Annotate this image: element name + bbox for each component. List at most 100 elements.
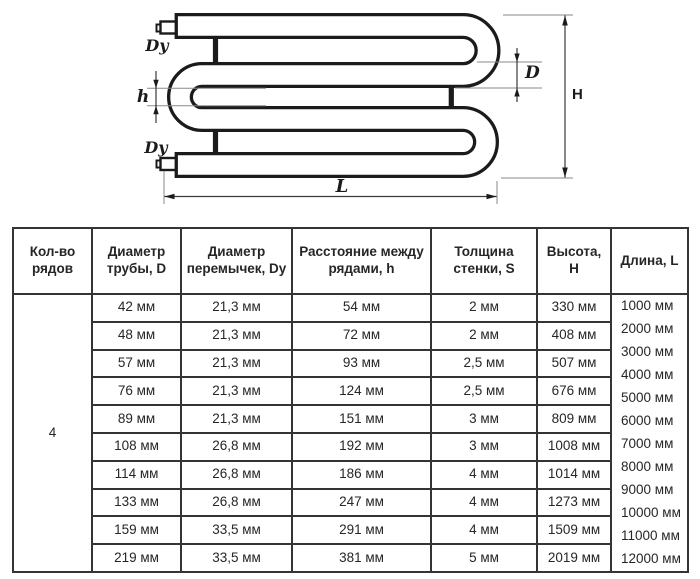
cell-s: 4 мм [430, 487, 538, 518]
cell-h: 93 мм [291, 348, 432, 379]
cell-d: 76 мм [91, 376, 182, 407]
cell-height: 330 мм [536, 293, 612, 323]
cell-d: 133 мм [91, 487, 182, 518]
length-value: 3000 мм [621, 344, 674, 360]
length-value: 10000 мм [621, 504, 681, 520]
label-length: L [335, 176, 349, 197]
pipe-end-cap-top [174, 13, 178, 39]
jumper-top [212, 37, 219, 64]
length-value: 1000 мм [621, 298, 674, 314]
cell-dy: 21,3 мм [180, 348, 293, 379]
cell-dy: 26,8 мм [180, 431, 293, 462]
length-value: 11000 мм [621, 527, 680, 543]
jumper-right [448, 87, 454, 108]
pipe-end-cap-bottom [174, 152, 178, 178]
label-pipe-diameter: D [524, 63, 540, 83]
cell-s: 2,5 мм [430, 348, 538, 379]
serpentine-register-diagram: h D H L Dy Dy [137, 13, 583, 204]
header-length: Длина, L [610, 227, 689, 295]
table-row: 108 мм 26,8 мм 192 мм 3 мм 1008 мм [13, 431, 688, 462]
table-row: 48 мм 21,3 мм 72 мм 2 мм 408 мм [13, 320, 688, 351]
cell-h: 124 мм [291, 376, 432, 407]
cell-s: 3 мм [430, 404, 538, 434]
cell-s: 3 мм [430, 431, 538, 462]
cell-h: 381 мм [291, 543, 432, 573]
cell-dy: 33,5 мм [180, 543, 293, 573]
dimension-height-arrows [562, 15, 568, 178]
cell-d: 114 мм [91, 459, 182, 490]
cell-s: 2,5 мм [430, 376, 538, 407]
header-height: Высота, H [536, 227, 612, 295]
cell-d: 48 мм [91, 320, 182, 351]
length-value: 5000 мм [621, 390, 674, 406]
table-row: 159 мм 33,5 мм 291 мм 4 мм 1509 мм [13, 515, 688, 546]
cell-height: 408 мм [536, 320, 612, 351]
length-value: 6000 мм [621, 413, 674, 429]
cell-height: 809 мм [536, 404, 612, 434]
cell-s: 4 мм [430, 459, 538, 490]
length-value: 12000 мм [621, 550, 681, 566]
cell-s: 5 мм [430, 543, 538, 573]
table-row: 219 мм 33,5 мм 381 мм 5 мм 2019 мм [13, 543, 688, 573]
table-row: 114 мм 26,8 мм 186 мм 4 мм 1014 мм [13, 459, 688, 490]
length-value: 8000 мм [621, 458, 674, 474]
header-wall-thickness: Толщина стенки, S [430, 227, 538, 295]
length-value: 9000 мм [621, 481, 674, 497]
table-row: 89 мм 21,3 мм 151 мм 3 мм 809 мм [13, 404, 688, 434]
length-list-cell: 1000 мм 2000 мм 3000 мм 4000 мм 5000 мм … [610, 293, 689, 573]
table-row: 76 мм 21,3 мм 124 мм 2,5 мм 676 мм [13, 376, 688, 407]
cell-dy: 21,3 мм [180, 404, 293, 434]
cell-d: 159 мм [91, 515, 182, 546]
cell-d: 42 мм [91, 293, 182, 323]
header-row: Кол-во рядов Диаметр трубы, D Диаметр пе… [12, 227, 689, 295]
cell-height: 1509 мм [536, 515, 612, 546]
dimension-h-arrows [153, 71, 159, 123]
table-row: 133 мм 26,8 мм 247 мм 4 мм 1273 мм [13, 487, 688, 518]
table-row: 4 42 мм 21,3 мм 54 мм 2 мм 330 мм 1000 м… [12, 293, 689, 573]
header-row-spacing: Расстояние между рядами, h [291, 227, 432, 295]
cell-h: 151 мм [291, 404, 432, 434]
cell-d: 89 мм [91, 404, 182, 434]
cell-d: 57 мм [91, 348, 182, 379]
dimension-length [163, 171, 498, 204]
jumper-bottom [212, 130, 219, 154]
cell-dy: 21,3 мм [180, 293, 293, 323]
cell-d: 219 мм [91, 543, 182, 573]
table-row: 57 мм 21,3 мм 93 мм 2,5 мм 507 мм [13, 348, 688, 379]
header-row-count: Кол-во рядов [12, 227, 93, 295]
cell-h: 54 мм [291, 293, 432, 323]
cell-height: 676 мм [536, 376, 612, 407]
cell-dy: 21,3 мм [180, 320, 293, 351]
cell-s: 2 мм [430, 293, 538, 323]
length-value: 2000 мм [621, 321, 674, 337]
cell-dy: 26,8 мм [180, 459, 293, 490]
inlet-stub-icon [155, 20, 179, 35]
row-count-value: 4 [12, 293, 93, 573]
cell-dy: 26,8 мм [180, 487, 293, 518]
cell-h: 247 мм [291, 487, 432, 518]
cell-dy: 21,3 мм [180, 376, 293, 407]
label-height: H [572, 86, 583, 103]
dimension-length-arrows [164, 193, 497, 200]
cell-height: 1014 мм [536, 459, 612, 490]
length-value: 4000 мм [621, 367, 674, 383]
dimension-h [147, 87, 266, 107]
cell-height: 2019 мм [536, 543, 612, 573]
length-value: 7000 мм [621, 435, 674, 451]
cell-h: 186 мм [291, 459, 432, 490]
cell-height: 507 мм [536, 348, 612, 379]
dimension-height [501, 14, 573, 179]
label-dy-bottom: Dy [143, 138, 169, 157]
cell-dy: 33,5 мм [180, 515, 293, 546]
cell-h: 291 мм [291, 515, 432, 546]
outlet-stub-icon [155, 156, 179, 172]
label-row-gap: h [137, 87, 149, 107]
cell-h: 192 мм [291, 431, 432, 462]
cell-height: 1273 мм [536, 487, 612, 518]
cell-h: 72 мм [291, 320, 432, 351]
dimension-d-arrows [514, 48, 520, 102]
serpentine-pipe [167, 13, 501, 178]
label-dy-top: Dy [144, 36, 170, 55]
cell-height: 1008 мм [536, 431, 612, 462]
